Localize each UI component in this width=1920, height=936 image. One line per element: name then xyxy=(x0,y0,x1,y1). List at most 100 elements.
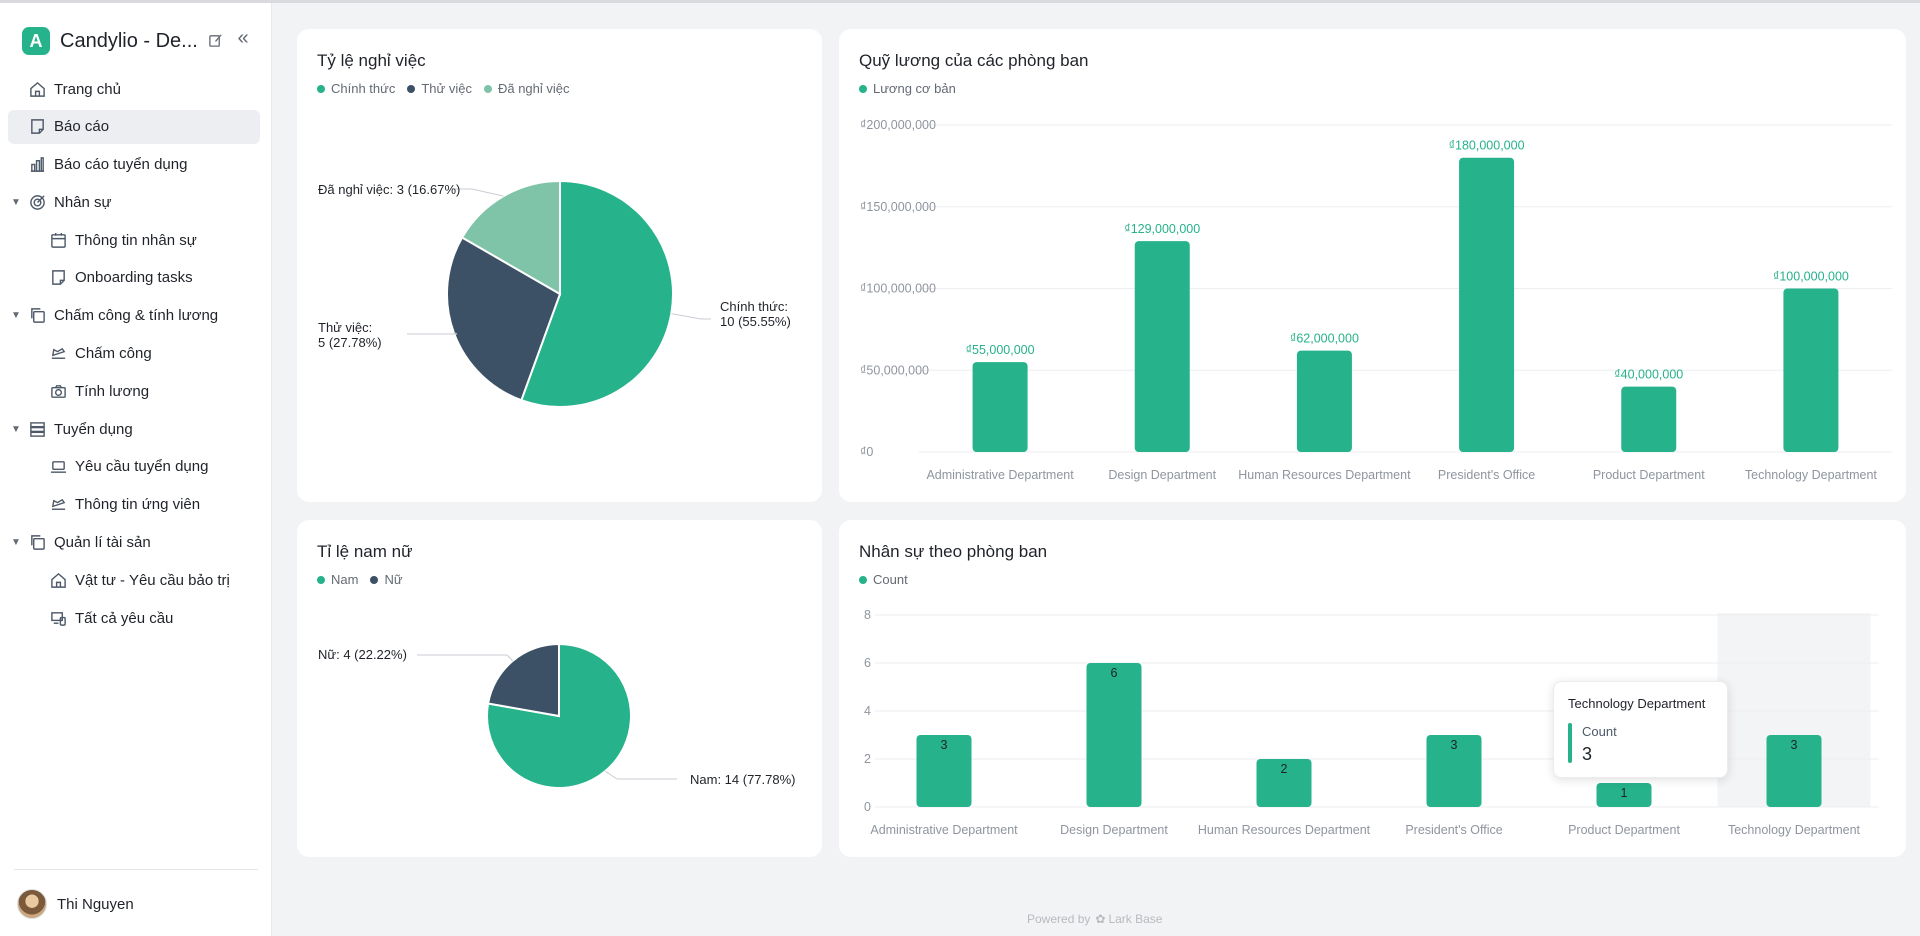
note-icon xyxy=(28,118,46,136)
expand-caret-icon[interactable]: ▼ xyxy=(11,537,21,549)
slice-label: 10 (55.55%) xyxy=(720,314,791,329)
camera-icon xyxy=(49,382,67,400)
sidebar-item[interactable]: Báo cáo tuyển dụng xyxy=(8,148,260,182)
home-icon xyxy=(28,80,46,98)
edit-icon[interactable] xyxy=(205,30,225,50)
user-profile[interactable]: Thi Nguyen xyxy=(17,889,134,919)
chart-title: Tỉ lệ nam nữ xyxy=(317,542,413,561)
app-title: Candylio - De... xyxy=(60,29,198,52)
copy-icon xyxy=(28,307,46,325)
card-salary: Quỹ lương của các phòng ban Lương cơ bản… xyxy=(839,29,1906,502)
bar[interactable] xyxy=(1596,783,1652,807)
sidebar-item[interactable]: Thông tin ứng viên xyxy=(8,488,260,522)
label-leader-line xyxy=(417,654,514,662)
bar[interactable] xyxy=(1766,735,1822,807)
x-tick-label: Product Department xyxy=(1568,823,1680,837)
legend-item[interactable]: Count xyxy=(859,572,908,587)
y-tick-label: 6 xyxy=(864,656,871,670)
tooltip-value: 3 xyxy=(1582,744,1593,764)
bar[interactable] xyxy=(1296,350,1352,452)
sidebar-item[interactable]: Yêu cầu tuyển dụng xyxy=(8,450,260,484)
gender-pie-chart: Nam: 14 (77.78%) Nữ: 4 (22.22%) xyxy=(318,642,796,789)
bar[interactable] xyxy=(1426,735,1482,807)
sidebar-item[interactable]: ▼ Tuyển dụng xyxy=(8,412,260,446)
x-tick-label: President's Office xyxy=(1438,468,1535,482)
bar[interactable] xyxy=(1783,288,1839,453)
home-icon xyxy=(49,571,67,589)
sidebar-item[interactable]: ▼ Quản lí tài sản xyxy=(8,526,260,560)
expand-caret-icon[interactable]: ▼ xyxy=(11,196,21,208)
bar[interactable] xyxy=(1621,386,1677,452)
legend-dot xyxy=(317,575,325,584)
sidebar-item-label: Vật tư - Yêu cầu bảo trị xyxy=(75,571,230,589)
sidebar-item-label: Yêu cầu tuyển dụng xyxy=(75,458,209,476)
legend-item[interactable]: Đã nghỉ việc xyxy=(483,81,570,96)
chart-tooltip: Technology Department Count 3 xyxy=(1553,681,1728,778)
card-headcount: Nhân sự theo phòng ban Count 0 2 4 6 8 3 Admin… xyxy=(839,520,1906,857)
bar-value-label: ₫40,000,000 xyxy=(1614,368,1683,382)
bar[interactable] xyxy=(1134,241,1190,452)
bar-value-label: ₫129,000,000 xyxy=(1124,222,1200,236)
pie-slice[interactable] xyxy=(520,179,674,408)
app-header: A Candylio - De... « xyxy=(22,25,262,57)
sidebar-item[interactable]: Tính lương xyxy=(8,374,260,408)
legend-item[interactable]: Nữ xyxy=(370,572,403,587)
chart-title: Quỹ lương của các phòng ban xyxy=(859,51,1089,70)
sidebar: A Candylio - De... « Trang chủ Báo cáo Báo… xyxy=(0,3,272,936)
bar-value-label: ₫62,000,000 xyxy=(1290,332,1359,346)
expand-caret-icon[interactable]: ▼ xyxy=(11,310,21,322)
x-tick-label: Human Resources Department xyxy=(1238,468,1411,482)
app-logo-icon: A xyxy=(22,27,50,55)
bar[interactable] xyxy=(972,362,1028,452)
pie-slice[interactable] xyxy=(486,642,560,718)
bar[interactable] xyxy=(1459,157,1515,452)
sidebar-item[interactable]: Onboarding tasks xyxy=(8,261,260,295)
bar-value-label: ₫55,000,000 xyxy=(966,343,1035,357)
sidebar-item-label: Onboarding tasks xyxy=(75,269,193,287)
chart-title: Tỷ lệ nghỉ việc xyxy=(317,51,426,70)
legend-label: Lương cơ bản xyxy=(873,81,956,96)
legend-item[interactable]: Chính thức xyxy=(317,81,395,96)
legend-dot xyxy=(859,575,867,584)
x-tick-label: Design Department xyxy=(1060,823,1168,837)
divider xyxy=(14,869,258,870)
legend-item[interactable]: Nam xyxy=(317,572,358,587)
sidebar-item[interactable]: Tất cả yêu cầu xyxy=(8,601,260,635)
x-tick-label: Product Department xyxy=(1593,468,1705,482)
expand-caret-icon[interactable]: ▼ xyxy=(11,423,21,435)
sidebar-item[interactable]: Chấm công xyxy=(8,337,260,371)
copy-icon xyxy=(28,534,46,552)
footer-brand[interactable]: Lark Base xyxy=(1108,912,1163,926)
legend-item[interactable]: Thử việc xyxy=(407,81,472,96)
avatar xyxy=(17,889,47,919)
sidebar-item[interactable]: ▼ Nhân sự xyxy=(8,185,260,219)
chart-legend: Nam Nữ xyxy=(317,572,415,587)
y-tick-label: ₫0 xyxy=(860,445,873,459)
sidebar-item[interactable]: Trang chủ xyxy=(8,72,260,106)
lark-logo-icon: ✿ xyxy=(1095,912,1106,926)
sidebar-nav: Trang chủ Báo cáo Báo cáo tuyển dụng ▼ Nhân … xyxy=(8,72,260,639)
chart-legend: Count xyxy=(859,572,920,587)
sidebar-item-label: Tính lương xyxy=(75,382,150,400)
bar[interactable] xyxy=(1086,663,1142,807)
bar[interactable] xyxy=(916,735,972,807)
sidebar-item[interactable]: Vật tư - Yêu cầu bảo trị xyxy=(8,563,260,597)
legend-label: Count xyxy=(873,572,908,587)
legend-dot xyxy=(483,84,492,93)
legend-item[interactable]: Lương cơ bản xyxy=(859,81,956,96)
y-tick-label: 8 xyxy=(864,608,871,622)
x-tick-label: Human Resources Department xyxy=(1198,823,1371,837)
sidebar-item-label: Chấm công xyxy=(75,345,152,363)
chart-legend: Lương cơ bản xyxy=(859,81,968,96)
y-tick-label: 4 xyxy=(864,704,871,718)
sidebar-item[interactable]: ▼ Chấm công & tính lương xyxy=(8,299,260,333)
sidebar-item[interactable]: Thông tin nhân sự xyxy=(8,223,260,257)
sidebar-item[interactable]: Báo cáo xyxy=(8,109,260,144)
sidebar-item-label: Thông tin nhân sự xyxy=(75,231,197,249)
y-tick-label: ₫50,000,000 xyxy=(860,363,929,377)
bar[interactable] xyxy=(1256,759,1312,807)
sidebar-item-label: Quản lí tài sản xyxy=(54,534,151,552)
tooltip-label: Count xyxy=(1582,724,1617,739)
collapse-sidebar-icon[interactable]: « xyxy=(237,26,249,49)
bar-chart-icon xyxy=(28,156,46,174)
